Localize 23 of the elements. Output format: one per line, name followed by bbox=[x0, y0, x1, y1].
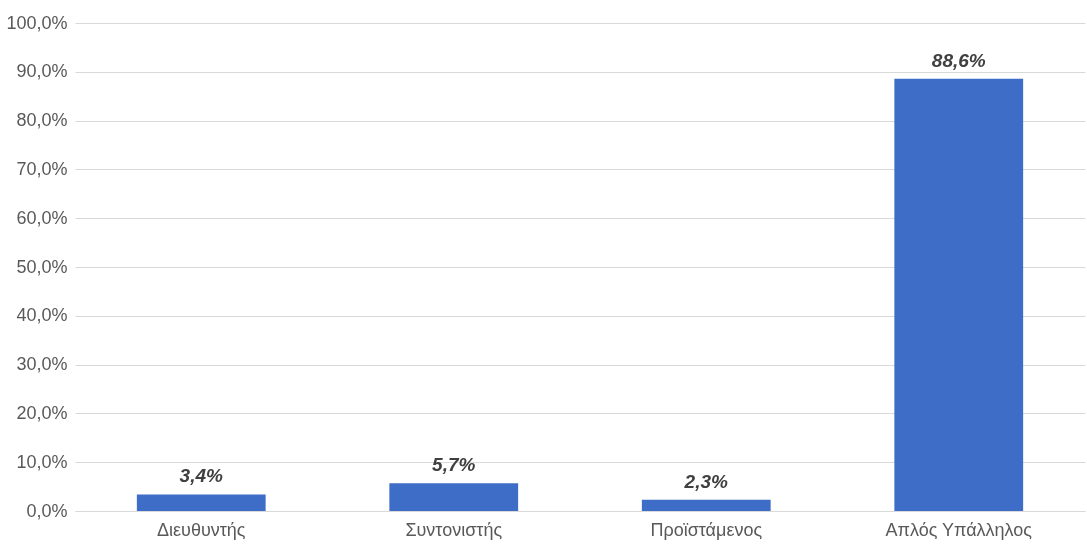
y-tick-label: 10,0% bbox=[16, 451, 68, 472]
data-label: 88,6% bbox=[931, 49, 986, 71]
bar bbox=[641, 499, 771, 511]
data-label: 2,3% bbox=[683, 470, 729, 492]
data-label: 5,7% bbox=[432, 454, 476, 476]
bar bbox=[136, 494, 266, 511]
y-tick-label: 60,0% bbox=[16, 207, 68, 228]
x-tick-label: Διευθυντής bbox=[156, 519, 246, 540]
y-tick-label: 50,0% bbox=[16, 256, 68, 277]
x-tick-label: Συντονιστής bbox=[405, 519, 503, 540]
y-tick-label: 40,0% bbox=[16, 305, 68, 326]
y-tick-label: 100,0% bbox=[6, 12, 68, 33]
y-tick-label: 20,0% bbox=[16, 402, 68, 423]
bar bbox=[894, 78, 1024, 511]
y-tick-label: 80,0% bbox=[16, 110, 68, 131]
bar bbox=[389, 483, 519, 511]
y-tick-label: 70,0% bbox=[16, 158, 68, 179]
y-tick-label: 90,0% bbox=[16, 61, 68, 82]
y-tick-label: 30,0% bbox=[16, 354, 68, 375]
data-label: 3,4% bbox=[179, 465, 224, 487]
x-tick-label: Προϊστάμενος bbox=[650, 519, 763, 540]
y-tick-label: 0,0% bbox=[26, 500, 68, 521]
x-tick-label: Απλός Υπάλληλος bbox=[885, 519, 1033, 540]
